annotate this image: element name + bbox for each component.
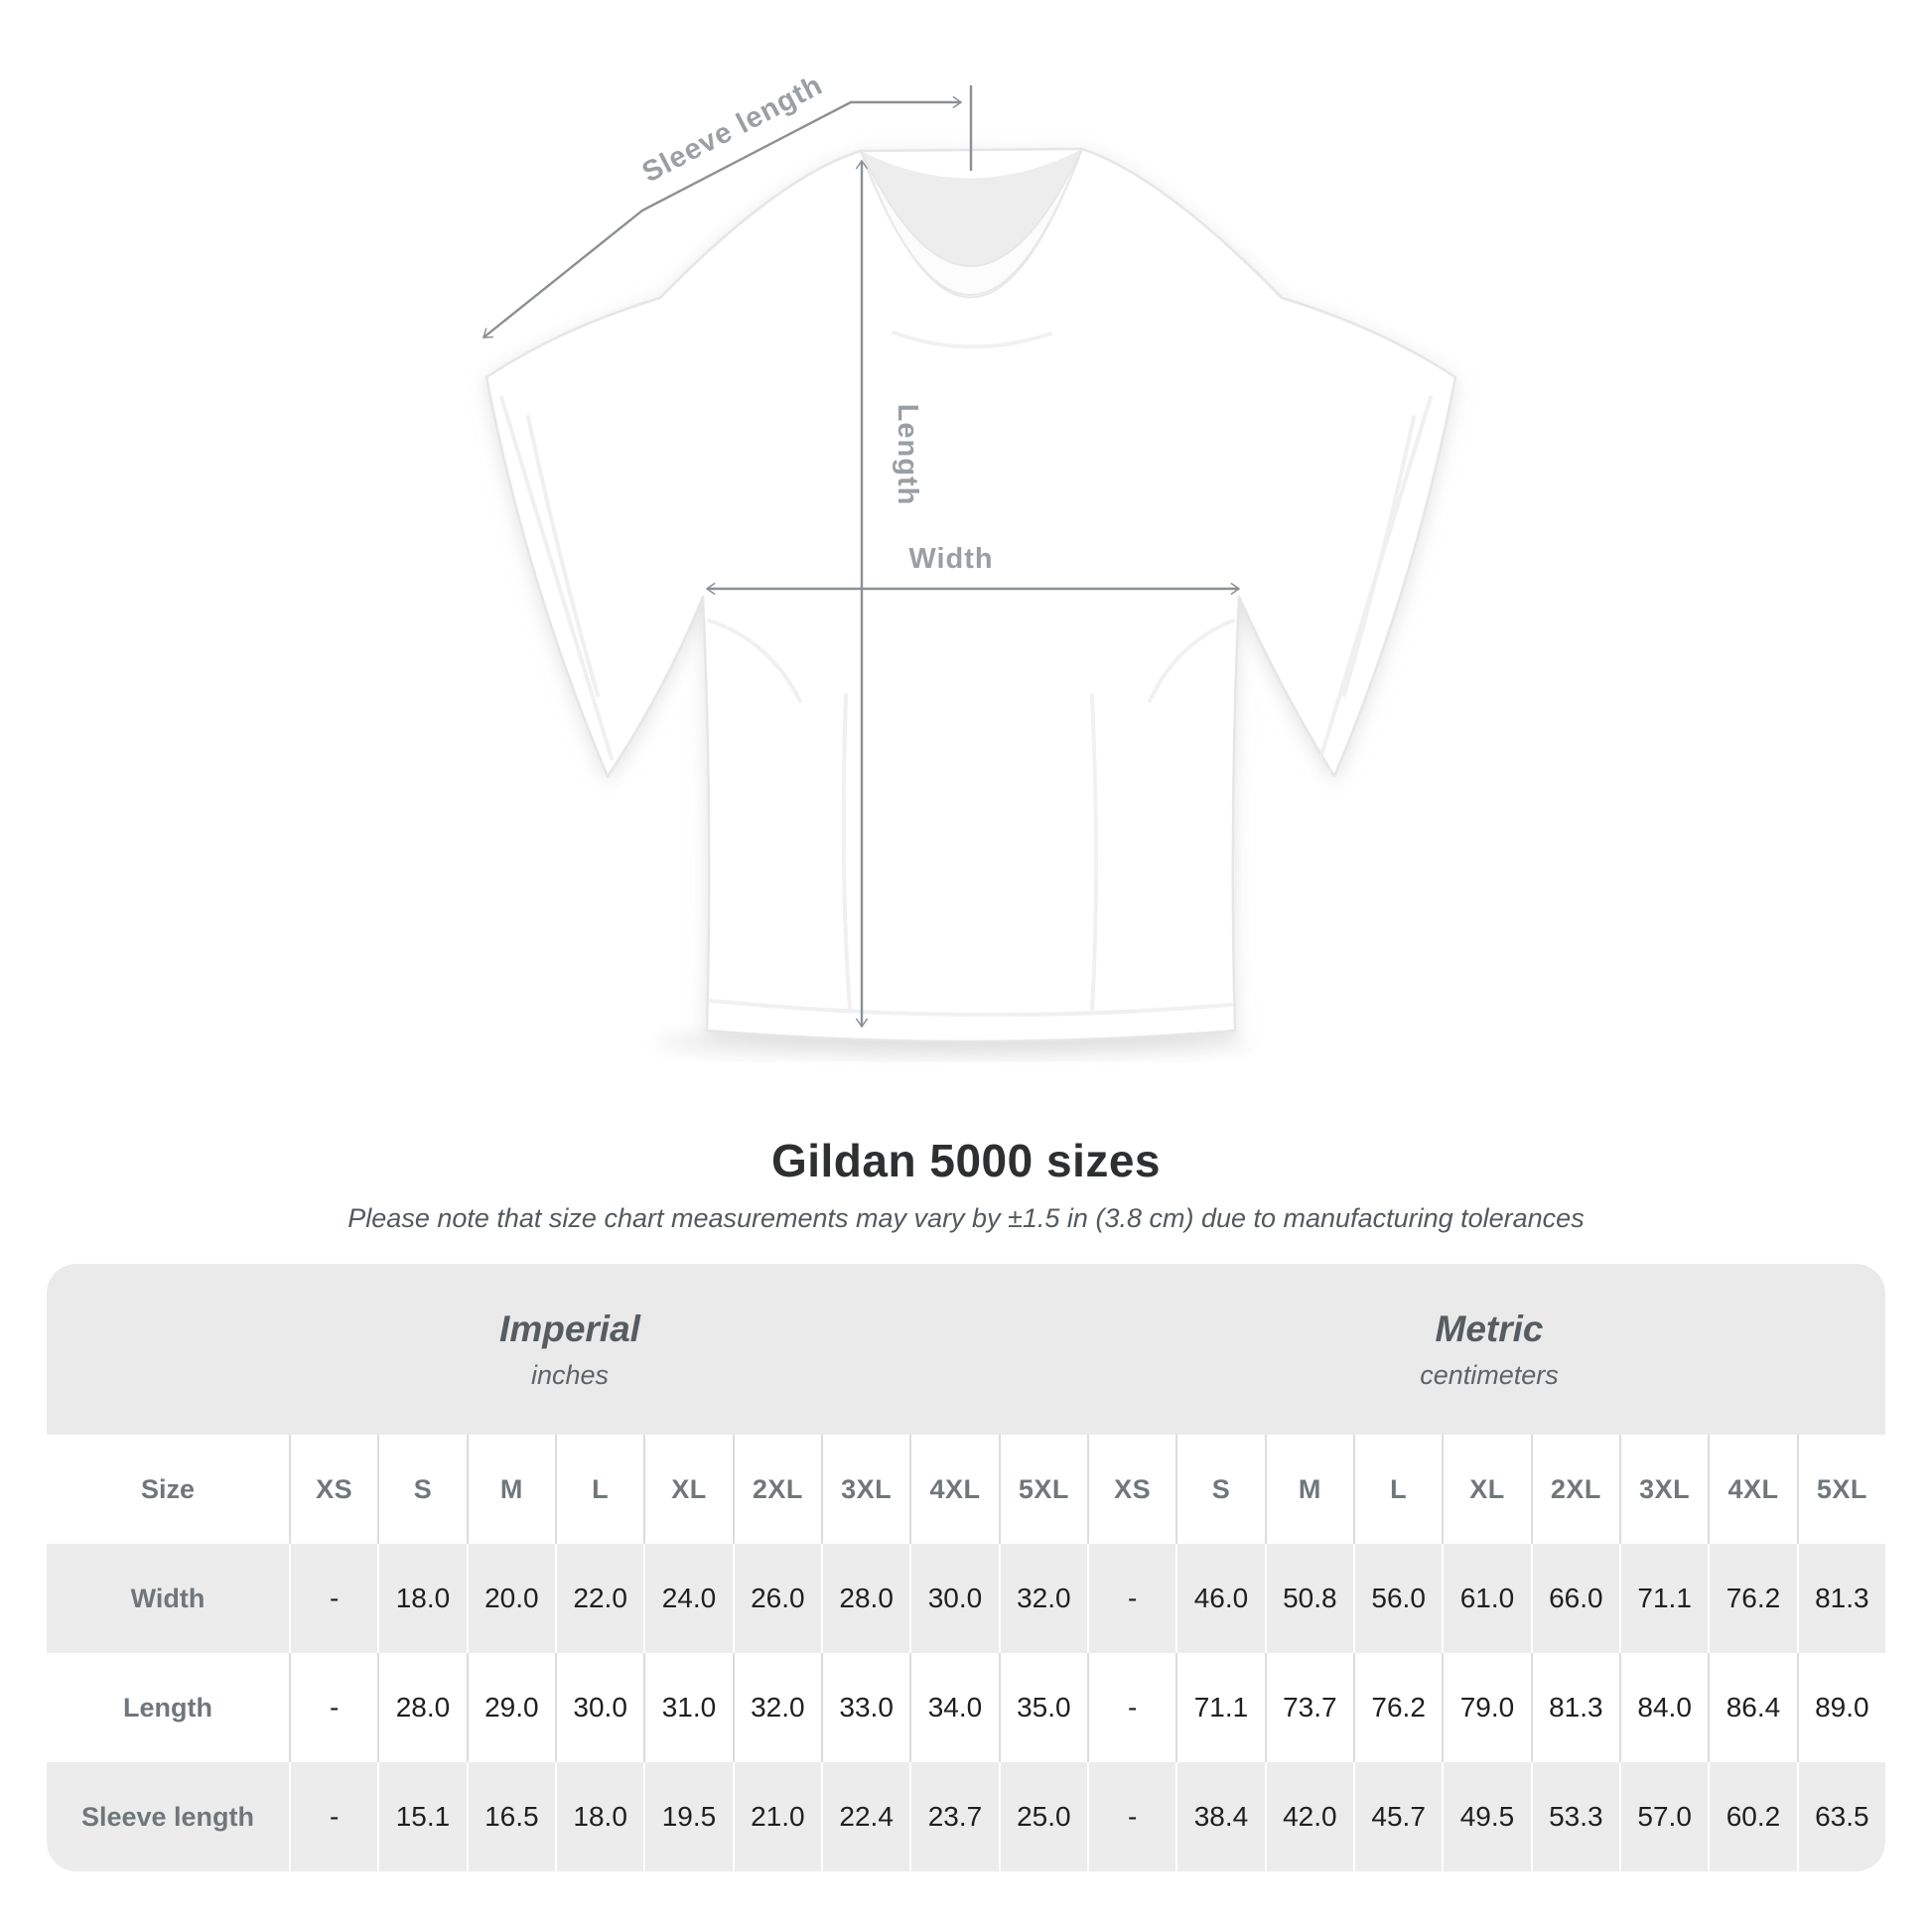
table-cell: 26.0: [734, 1544, 821, 1653]
table-cell: 18.0: [379, 1544, 467, 1653]
table-cell: -: [1089, 1762, 1176, 1871]
table-cell: 25.0: [1000, 1762, 1087, 1871]
row-label: Size: [47, 1435, 289, 1544]
width-row: Width - 18.0 20.0 22.0 24.0 26.0 28.0 30…: [47, 1544, 1885, 1653]
table-cell: 45.7: [1355, 1762, 1443, 1871]
table-cell: 71.1: [1177, 1653, 1265, 1762]
size-column-header: M: [1266, 1435, 1353, 1544]
size-column-header: XL: [645, 1435, 733, 1544]
table-cell: 32.0: [1000, 1544, 1087, 1653]
table-cell: 42.0: [1266, 1762, 1353, 1871]
table-cell: 30.0: [911, 1544, 999, 1653]
table-cell: -: [1089, 1653, 1176, 1762]
row-label: Length: [47, 1653, 289, 1762]
size-column-header: M: [468, 1435, 555, 1544]
table-cell: 89.0: [1798, 1653, 1885, 1762]
imperial-header: Imperial inches: [47, 1264, 1093, 1435]
table-cell: 19.5: [645, 1762, 733, 1871]
table-cell: 71.1: [1621, 1544, 1709, 1653]
table-cell: 50.8: [1266, 1544, 1353, 1653]
size-header-row: Size XS S M L XL 2XL 3XL 4XL 5XL XS S M …: [47, 1435, 1885, 1544]
tshirt-measurement-diagram: Sleeve length Length Width: [482, 69, 1457, 1058]
heading-block: Gildan 5000 sizes Please note that size …: [0, 1134, 1932, 1234]
size-column-header: L: [1355, 1435, 1443, 1544]
size-column-header: XS: [1089, 1435, 1176, 1544]
table-cell: 57.0: [1621, 1762, 1709, 1871]
size-column-header: 3XL: [1621, 1435, 1709, 1544]
width-label: Width: [908, 543, 993, 575]
table-cell: 28.0: [379, 1653, 467, 1762]
size-column-header: 5XL: [1000, 1435, 1087, 1544]
page-subtitle: Please note that size chart measurements…: [347, 1203, 1585, 1233]
table-cell: -: [291, 1762, 378, 1871]
table-cell: 60.2: [1710, 1762, 1797, 1871]
table-cell: 49.5: [1444, 1762, 1531, 1871]
sleeve-length-row: Sleeve length - 15.1 16.5 18.0 19.5 21.0…: [47, 1762, 1885, 1871]
table-cell: 31.0: [645, 1653, 733, 1762]
table-cell: 22.4: [823, 1762, 910, 1871]
tshirt-graphic: Sleeve length Length Width: [482, 69, 1457, 1058]
table-cell: 29.0: [468, 1653, 555, 1762]
tshirt-body: [484, 147, 1457, 1043]
size-column-header: 2XL: [734, 1435, 821, 1544]
table-cell: 84.0: [1621, 1653, 1709, 1762]
table-cell: -: [291, 1544, 378, 1653]
metric-subtitle: centimeters: [1420, 1359, 1559, 1390]
table-cell: -: [291, 1653, 378, 1762]
table-cell: 20.0: [468, 1544, 555, 1653]
row-label: Sleeve length: [47, 1762, 289, 1871]
table-cell: 34.0: [911, 1653, 999, 1762]
size-column-header: S: [379, 1435, 467, 1544]
size-column-header: XS: [291, 1435, 378, 1544]
row-label: Width: [47, 1544, 289, 1653]
table-cell: 38.4: [1177, 1762, 1265, 1871]
table-cell: 35.0: [1000, 1653, 1087, 1762]
table-cell: 33.0: [823, 1653, 910, 1762]
imperial-subtitle: inches: [530, 1359, 610, 1390]
width-annotation: Width: [705, 543, 1241, 596]
imperial-title: Imperial: [499, 1308, 640, 1349]
size-column-header: L: [557, 1435, 644, 1544]
table-cell: 24.0: [645, 1544, 733, 1653]
table-cell: 23.7: [911, 1762, 999, 1871]
table-cell: 81.3: [1798, 1544, 1885, 1653]
table-cell: 81.3: [1532, 1653, 1619, 1762]
table-cell: 76.2: [1355, 1653, 1443, 1762]
table-cell: 28.0: [823, 1544, 910, 1653]
table-cell: -: [1089, 1544, 1176, 1653]
metric-header: Metric centimeters: [1093, 1264, 1885, 1435]
table-cell: 63.5: [1798, 1762, 1885, 1871]
size-column-header: 2XL: [1532, 1435, 1619, 1544]
length-label: Length: [892, 404, 923, 506]
size-column-header: 5XL: [1798, 1435, 1885, 1544]
table-cell: 56.0: [1355, 1544, 1443, 1653]
table-cell: 18.0: [557, 1762, 644, 1871]
table-cell: 21.0: [734, 1762, 821, 1871]
table-cell: 86.4: [1710, 1653, 1797, 1762]
table-cell: 79.0: [1444, 1653, 1531, 1762]
page-title: Gildan 5000 sizes: [770, 1135, 1162, 1186]
size-column-header: S: [1177, 1435, 1265, 1544]
table-cell: 30.0: [557, 1653, 644, 1762]
table-cell: 32.0: [734, 1653, 821, 1762]
size-column-header: 3XL: [823, 1435, 910, 1544]
unit-header-band: Imperial inches Metric centimeters: [47, 1264, 1885, 1435]
table-cell: 46.0: [1177, 1544, 1265, 1653]
table-cell: 53.3: [1532, 1762, 1619, 1871]
table-cell: 73.7: [1266, 1653, 1353, 1762]
table-cell: 22.0: [557, 1544, 644, 1653]
table-cell: 66.0: [1532, 1544, 1619, 1653]
table-cell: 76.2: [1710, 1544, 1797, 1653]
table-cell: 61.0: [1444, 1544, 1531, 1653]
size-column-header: 4XL: [1710, 1435, 1797, 1544]
size-table: Imperial inches Metric centimeters Size …: [47, 1264, 1885, 1871]
size-column-header: XL: [1444, 1435, 1531, 1544]
length-row: Length - 28.0 29.0 30.0 31.0 32.0 33.0 3…: [47, 1653, 1885, 1762]
table-cell: 15.1: [379, 1762, 467, 1871]
size-column-header: 4XL: [911, 1435, 999, 1544]
metric-title: Metric: [1435, 1308, 1544, 1349]
table-cell: 16.5: [468, 1762, 555, 1871]
